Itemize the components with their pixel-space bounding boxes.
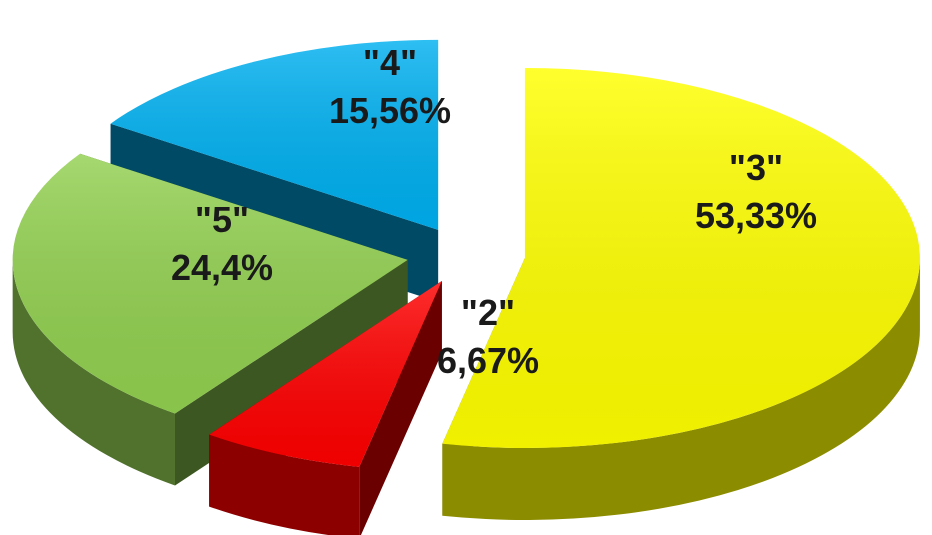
slice-category-label: "4" [363, 42, 417, 83]
pie-slice-side [209, 434, 360, 535]
pie-slice-top-shade [442, 67, 920, 448]
slice-percent-label: 53,33% [695, 195, 817, 236]
pie-slice-0 [442, 67, 920, 520]
slice-percent-label: 6,67% [437, 340, 539, 381]
pie-slice-2 [12, 153, 408, 486]
slice-category-label: "2" [461, 292, 515, 333]
pie-slice-1 [209, 281, 442, 535]
slice-category-label: "5" [195, 199, 249, 240]
pie-slice-side [442, 257, 920, 520]
pie-slice-top-shade [209, 281, 442, 467]
pie-slice-top-shade [12, 153, 408, 414]
slice-percent-label: 15,56% [329, 90, 451, 131]
slice-percent-label: 24,4% [171, 247, 273, 288]
pie-slice-top-shade [110, 39, 439, 230]
pie-slice-side [12, 259, 175, 486]
slice-category-label: "3" [729, 147, 783, 188]
